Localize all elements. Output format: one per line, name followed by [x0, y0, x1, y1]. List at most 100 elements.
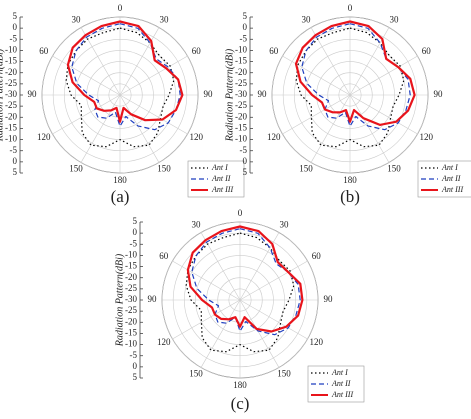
- grid-spoke: [172, 260, 241, 301]
- theta-tick-label: 30: [302, 15, 312, 25]
- theta-tick-label: 120: [267, 132, 281, 142]
- series-line: [185, 232, 295, 353]
- series-line: [294, 20, 416, 126]
- series-line: [65, 27, 175, 148]
- r-tick-label: -15: [235, 56, 247, 66]
- r-tick-label: -25: [5, 78, 17, 88]
- r-tick-label: -15: [125, 261, 137, 271]
- r-tick-label: -5: [130, 238, 138, 248]
- r-tick-label: -30: [125, 294, 137, 304]
- theta-tick-label: 0: [238, 208, 243, 218]
- theta-tick-label: 180: [343, 175, 357, 185]
- legend-label: Ant I: [441, 163, 458, 172]
- caption: (b): [340, 187, 360, 206]
- r-tick-label: -5: [130, 350, 138, 360]
- grid-spoke: [200, 299, 241, 368]
- r-tick-label: -5: [10, 33, 18, 43]
- theta-tick-label: 120: [37, 132, 51, 142]
- theta-tick-label: 30: [192, 220, 202, 230]
- r-tick-label: -10: [5, 44, 17, 54]
- grid-spoke: [239, 260, 308, 301]
- r-tick-label: -20: [5, 67, 17, 77]
- r-tick-label: -25: [235, 100, 247, 110]
- theta-tick-label: 150: [299, 164, 313, 174]
- series-line: [186, 225, 304, 333]
- r-tick-label: -15: [5, 56, 17, 66]
- r-tick-label: 5: [13, 167, 18, 177]
- r-tick-label: -15: [235, 122, 247, 132]
- legend-label: Ant III: [441, 185, 463, 194]
- r-tick-label: -25: [125, 283, 137, 293]
- caption: (a): [111, 187, 130, 206]
- r-tick-label: -20: [125, 316, 137, 326]
- r-tick-label: -10: [125, 249, 137, 259]
- r-tick-label: -15: [5, 122, 17, 132]
- grid-spoke: [119, 94, 188, 135]
- caption: (c): [231, 394, 250, 413]
- theta-tick-label: 90: [258, 89, 268, 99]
- r-tick-label: -5: [240, 145, 248, 155]
- r-tick-label: -20: [5, 111, 17, 121]
- legend-label: Ant I: [331, 368, 348, 377]
- theta-tick-label: 120: [157, 337, 171, 347]
- theta-tick-label: 90: [148, 294, 158, 304]
- theta-tick-label: 90: [204, 89, 214, 99]
- theta-tick-label: 30: [280, 220, 290, 230]
- r-tick-label: -10: [235, 44, 247, 54]
- grid-spoke: [52, 94, 121, 135]
- theta-tick-label: 60: [422, 46, 432, 56]
- theta-tick-label: 90: [28, 89, 38, 99]
- theta-tick-label: 60: [312, 251, 322, 261]
- r-tick-label: 5: [243, 11, 248, 21]
- theta-tick-label: 0: [348, 3, 353, 13]
- grid-spoke: [282, 94, 351, 135]
- theta-tick-label: 60: [159, 251, 169, 261]
- legend-label: Ant II: [331, 379, 351, 388]
- r-tick-label: 0: [243, 22, 248, 32]
- r-tick-label: -20: [235, 67, 247, 77]
- grid-spoke: [119, 94, 160, 163]
- theta-tick-label: 180: [233, 380, 247, 390]
- grid-spoke: [239, 299, 280, 368]
- r-tick-label: -20: [125, 272, 137, 282]
- grid-spoke: [349, 94, 418, 135]
- legend-label: Ant I: [211, 163, 228, 172]
- theta-tick-label: 150: [157, 164, 171, 174]
- theta-tick-label: 120: [189, 132, 203, 142]
- theta-tick-label: 60: [39, 46, 49, 56]
- theta-tick-label: 150: [277, 369, 291, 379]
- r-tick-label: 0: [133, 361, 138, 371]
- r-tick-label: 5: [133, 372, 138, 382]
- y-axis-label: Radiation Pattern(dBi): [114, 253, 125, 347]
- r-tick-label: -25: [125, 305, 137, 315]
- theta-tick-label: 120: [309, 337, 323, 347]
- series-line: [295, 27, 405, 148]
- r-tick-label: 5: [13, 11, 18, 21]
- theta-tick-label: 60: [192, 46, 202, 56]
- r-tick-label: 0: [243, 156, 248, 166]
- theta-tick-label: 150: [387, 164, 401, 174]
- grid-spoke: [282, 55, 351, 96]
- grid-spoke: [119, 55, 188, 96]
- theta-tick-label: 90: [324, 294, 334, 304]
- r-tick-label: 0: [13, 22, 18, 32]
- r-tick-label: -10: [125, 339, 137, 349]
- grid-spoke: [80, 94, 121, 163]
- grid-spoke: [239, 299, 308, 340]
- legend-label: Ant II: [441, 174, 461, 183]
- theta-tick-label: 30: [390, 15, 400, 25]
- legend-label: Ant III: [331, 390, 353, 399]
- theta-tick-label: 60: [269, 46, 279, 56]
- r-tick-label: -30: [5, 89, 17, 99]
- theta-tick-label: 150: [69, 164, 83, 174]
- legend-label: Ant II: [211, 174, 231, 183]
- r-tick-label: -10: [5, 134, 17, 144]
- theta-tick-label: 30: [160, 15, 170, 25]
- grid-spoke: [349, 94, 390, 163]
- r-tick-label: -5: [240, 33, 248, 43]
- theta-tick-label: 90: [434, 89, 444, 99]
- grid-spoke: [349, 55, 418, 96]
- theta-tick-label: 180: [113, 175, 127, 185]
- y-axis-label: Radiation Pattern(dBi): [224, 48, 235, 142]
